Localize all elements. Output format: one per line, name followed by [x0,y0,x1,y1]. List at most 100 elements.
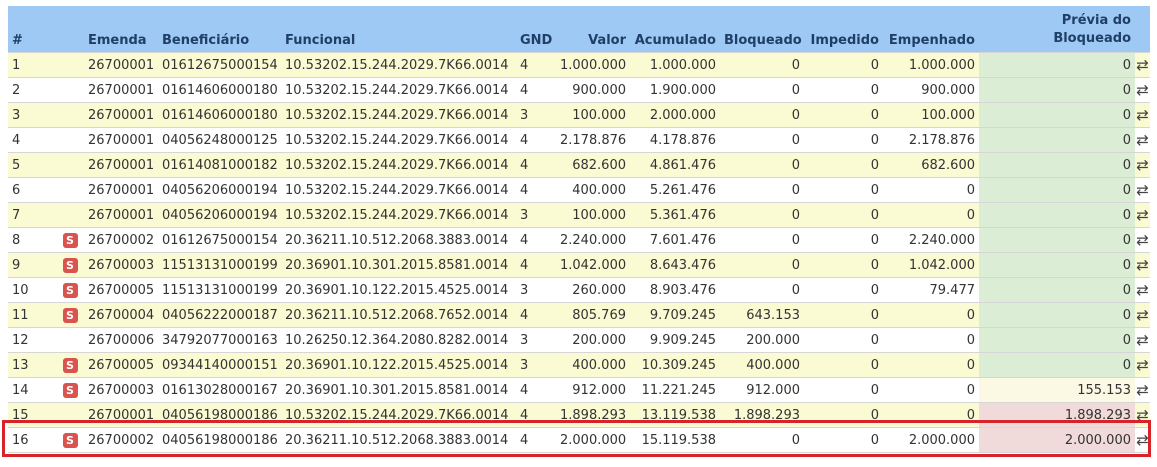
swap-arrows-icon[interactable]: ⇄ [1136,231,1149,249]
table-row[interactable]: 5 26700001 01614081000182 10.53202.15.244.2… [8,152,1150,178]
s-badge-icon[interactable]: S [62,282,78,298]
swap-arrows-icon[interactable]: ⇄ [1136,356,1149,374]
s-badge-icon[interactable]: S [62,232,78,248]
cell-bloqueado: 1.898.293 [720,402,804,428]
swap-arrows-icon[interactable]: ⇄ [1136,56,1149,74]
swap-arrows-icon[interactable]: ⇄ [1136,256,1149,274]
cell-emenda: 26700001 [84,102,158,128]
emendas-table: # Emenda Beneficiário Funcional GND Valo… [8,6,1150,453]
header-impedido[interactable]: Impedido [804,6,883,53]
cell-num: 16 [8,427,56,453]
header-funcional[interactable]: Funcional [281,6,516,53]
table-row[interactable]: 16 S 26700002 04056198000186 20.36211.10.512… [8,427,1150,453]
cell-previa-bloqueado: 0 [979,177,1135,203]
cell-badge [56,202,84,228]
cell-empenhado: 0 [883,402,979,428]
cell-previa-bloqueado: 155.153 [979,377,1135,403]
cell-funcional: 20.36211.10.512.2068.3883.0014 [281,227,516,253]
cell-previa-bloqueado: 0 [979,327,1135,353]
table-row[interactable]: 7 26700001 04056206000194 10.53202.15.244.2… [8,202,1150,228]
cell-empenhado: 0 [883,202,979,228]
s-badge-icon[interactable]: S [62,357,78,373]
cell-acumulado: 1.000.000 [630,52,720,78]
cell-impedido: 0 [804,52,883,78]
cell-emenda: 26700001 [84,177,158,203]
swap-arrows-icon[interactable]: ⇄ [1136,181,1149,199]
swap-arrows-icon[interactable]: ⇄ [1136,306,1149,324]
cell-gnd: 4 [516,77,556,103]
cell-impedido: 0 [804,302,883,328]
header-num[interactable]: # [8,6,56,53]
cell-bloqueado: 0 [720,177,804,203]
cell-valor: 400.000 [556,177,630,203]
cell-valor: 200.000 [556,327,630,353]
swap-arrows-icon[interactable]: ⇄ [1136,331,1149,349]
table-row[interactable]: 12 26700006 34792077000163 10.26250.12.364.… [8,327,1150,353]
swap-arrows-icon[interactable]: ⇄ [1136,281,1149,299]
cell-previa-bloqueado: 0 [979,302,1135,328]
header-empenhado[interactable]: Empenhado [883,6,979,53]
cell-empenhado: 1.042.000 [883,252,979,278]
cell-empenhado: 0 [883,302,979,328]
cell-gnd: 4 [516,227,556,253]
cell-badge: S [56,252,84,278]
s-badge-icon[interactable]: S [62,307,78,323]
s-badge-icon[interactable]: S [62,432,78,448]
table-row[interactable]: 8 S 26700002 01612675000154 20.36211.10.512.… [8,227,1150,253]
cell-emenda: 26700002 [84,427,158,453]
cell-empenhado: 682.600 [883,152,979,178]
cell-actions: ⇄ [1135,402,1150,428]
table-row[interactable]: 4 26700001 04056248000125 10.53202.15.244.2… [8,127,1150,153]
swap-arrows-icon[interactable]: ⇄ [1136,81,1149,99]
cell-badge [56,52,84,78]
swap-arrows-icon[interactable]: ⇄ [1136,206,1149,224]
cell-emenda: 26700001 [84,152,158,178]
cell-empenhado: 100.000 [883,102,979,128]
swap-arrows-icon[interactable]: ⇄ [1136,131,1149,149]
header-acumulado[interactable]: Acumulado [630,6,720,53]
swap-arrows-icon[interactable]: ⇄ [1136,156,1149,174]
cell-gnd: 3 [516,202,556,228]
cell-impedido: 0 [804,102,883,128]
table-row[interactable]: 11 S 26700004 04056222000187 20.36211.10.512… [8,302,1150,328]
header-emenda[interactable]: Emenda [84,6,158,53]
table-row[interactable]: 10 S 26700005 11513131000199 20.36901.10.122… [8,277,1150,303]
table-row[interactable]: 9 S 26700003 11513131000199 20.36901.10.301.… [8,252,1150,278]
cell-valor: 912.000 [556,377,630,403]
cell-funcional: 10.53202.15.244.2029.7K66.0014 [281,52,516,78]
cell-acumulado: 9.909.245 [630,327,720,353]
s-badge-icon[interactable]: S [62,257,78,273]
table-row[interactable]: 1 26700001 01612675000154 10.53202.15.244.2… [8,52,1150,78]
table-row[interactable]: 15 26700001 04056198000186 10.53202.15.244.… [8,402,1150,428]
table-row[interactable]: 2 26700001 01614606000180 10.53202.15.244.2… [8,77,1150,103]
table-row[interactable]: 13 S 26700005 09344140000151 20.36901.10.122… [8,352,1150,378]
table-row[interactable]: 14 S 26700003 01613028000167 20.36901.10.301… [8,377,1150,403]
cell-gnd: 4 [516,177,556,203]
s-badge-icon[interactable]: S [62,382,78,398]
cell-acumulado: 10.309.245 [630,352,720,378]
swap-arrows-icon[interactable]: ⇄ [1136,406,1149,424]
cell-beneficiario: 04056222000187 [158,302,281,328]
cell-emenda: 26700004 [84,302,158,328]
table-row[interactable]: 6 26700001 04056206000194 10.53202.15.244.2… [8,177,1150,203]
swap-arrows-icon[interactable]: ⇄ [1136,106,1149,124]
swap-arrows-icon[interactable]: ⇄ [1136,431,1149,449]
cell-bloqueado: 0 [720,227,804,253]
header-beneficiario[interactable]: Beneficiário [158,6,281,53]
cell-bloqueado: 0 [720,427,804,453]
cell-beneficiario: 01614081000182 [158,152,281,178]
cell-previa-bloqueado: 0 [979,77,1135,103]
cell-gnd: 3 [516,277,556,303]
swap-arrows-icon[interactable]: ⇄ [1136,381,1149,399]
cell-beneficiario: 04056206000194 [158,177,281,203]
header-previa-bloqueado[interactable]: Prévia do Bloqueado [979,6,1135,53]
header-bloqueado[interactable]: Bloqueado [720,6,804,53]
cell-empenhado: 900.000 [883,77,979,103]
cell-acumulado: 7.601.476 [630,227,720,253]
table-row[interactable]: 3 26700001 01614606000180 10.53202.15.244.2… [8,102,1150,128]
header-gnd[interactable]: GND [516,6,556,53]
cell-beneficiario: 04056248000125 [158,127,281,153]
cell-valor: 1.042.000 [556,252,630,278]
header-valor[interactable]: Valor [556,6,630,53]
cell-bloqueado: 643.153 [720,302,804,328]
